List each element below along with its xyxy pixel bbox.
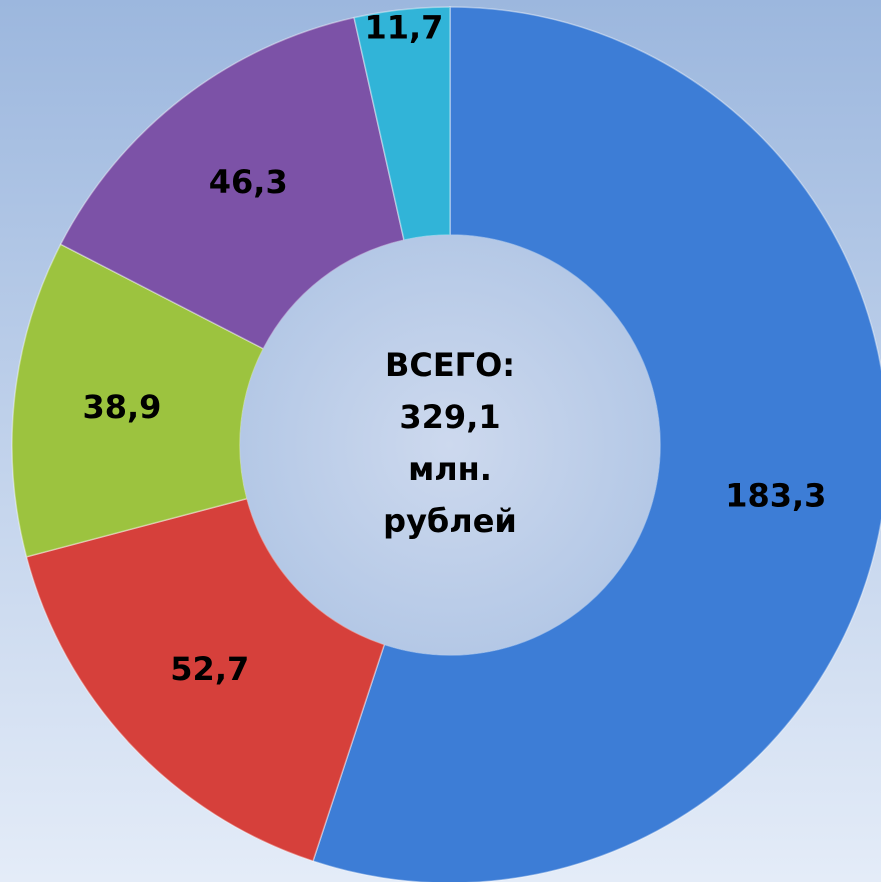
donut-hole xyxy=(240,235,660,655)
center-text: млн. xyxy=(408,450,492,488)
center-text: ВСЕГО: xyxy=(385,346,515,384)
center-text: рублей xyxy=(383,502,517,540)
data-label: 183,3 xyxy=(725,476,826,514)
center-text: 329,1 xyxy=(399,398,500,436)
data-label: 46,3 xyxy=(209,163,288,201)
data-label: 11,7 xyxy=(364,9,443,47)
data-label: 52,7 xyxy=(170,650,249,688)
slices xyxy=(11,6,881,882)
data-label: 38,9 xyxy=(82,388,161,426)
labels: 183,3 52,7 38,9 46,3 11,7 ВСЕГО: 329,1 млн. рубл… xyxy=(82,9,826,689)
